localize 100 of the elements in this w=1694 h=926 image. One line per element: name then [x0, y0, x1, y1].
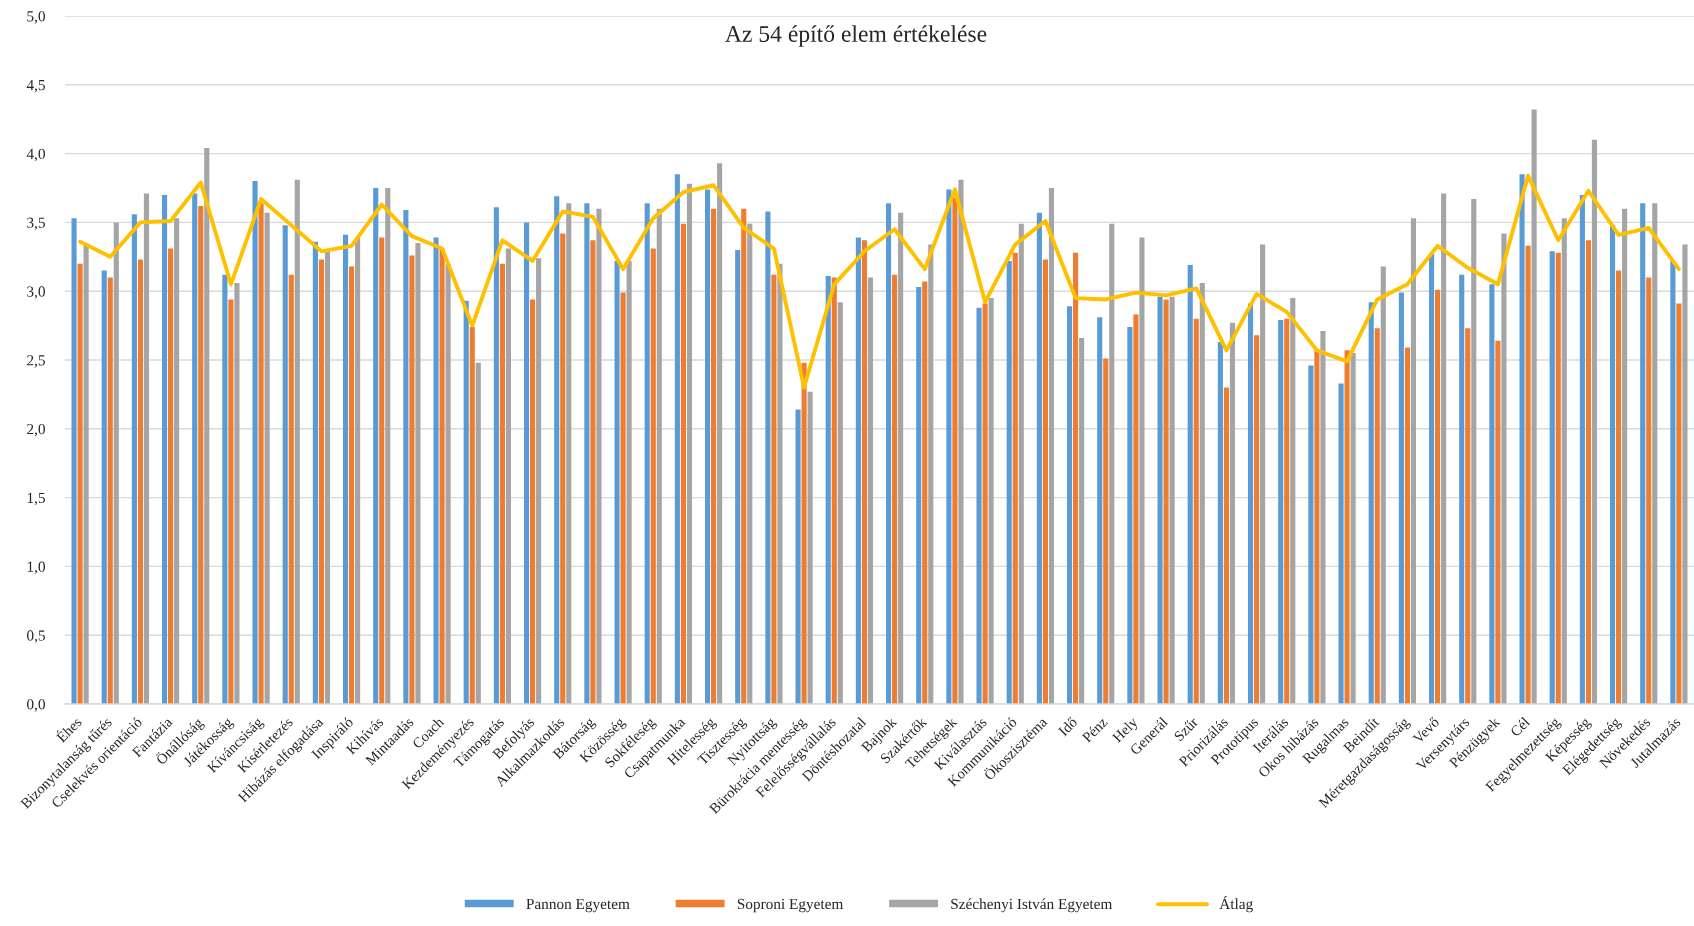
- y-tick-label: 1,5: [27, 492, 45, 506]
- bar: [1459, 274, 1465, 704]
- bar: [982, 303, 988, 704]
- bar: [976, 307, 982, 704]
- bar: [656, 208, 662, 704]
- bar: [1616, 270, 1622, 704]
- bar: [1066, 306, 1073, 704]
- bar: [958, 179, 964, 704]
- bar: [747, 223, 753, 704]
- bar: [1489, 284, 1495, 704]
- bar: [324, 251, 331, 704]
- bar: [717, 163, 723, 704]
- bar: [1109, 223, 1115, 704]
- bar: [1079, 337, 1085, 704]
- bar: [318, 259, 324, 704]
- bar: [113, 222, 119, 704]
- bar: [463, 300, 469, 704]
- bar: [1127, 326, 1133, 704]
- bar: [342, 234, 349, 704]
- bar: [620, 292, 626, 704]
- legend-label: Átlag: [1219, 895, 1253, 913]
- legend-label: Soproni Egyetem: [737, 898, 844, 913]
- bar: [505, 248, 512, 704]
- bar: [825, 276, 831, 704]
- bar: [1682, 244, 1688, 704]
- bar: [143, 193, 150, 704]
- bar: [1223, 387, 1229, 704]
- bar: [373, 188, 379, 704]
- bar: [1501, 233, 1507, 704]
- bar: [499, 263, 505, 704]
- bar: [1579, 194, 1585, 704]
- bar: [523, 222, 530, 704]
- bar: [566, 203, 572, 704]
- bar: [686, 183, 693, 704]
- bar: [916, 287, 922, 704]
- bar: [439, 248, 445, 704]
- bar: [530, 299, 536, 704]
- bar: [1308, 365, 1314, 704]
- bar: [433, 237, 439, 704]
- bar: [1338, 383, 1344, 704]
- bar: [107, 277, 113, 704]
- bar: [584, 203, 590, 704]
- legend-label: Pannon Egyetem: [526, 898, 630, 913]
- bar: [137, 259, 143, 704]
- bar: [650, 248, 656, 704]
- bar: [198, 205, 204, 704]
- y-tick-label: 2,5: [27, 355, 45, 368]
- bar: [1018, 223, 1024, 704]
- bar: [898, 212, 904, 704]
- bar: [174, 218, 180, 704]
- bar: [674, 174, 680, 704]
- bar: [1073, 252, 1079, 704]
- y-tick-label: 3,0: [27, 286, 45, 299]
- bar: [1441, 193, 1447, 704]
- bar: [294, 179, 300, 704]
- y-tick-label: 3,5: [27, 217, 45, 231]
- bar: [837, 302, 843, 704]
- bar: [892, 274, 898, 704]
- bar: [192, 193, 198, 704]
- bar: [1012, 252, 1018, 704]
- bar: [1042, 259, 1048, 704]
- bar: [222, 274, 228, 704]
- bar: [1652, 203, 1658, 704]
- bar: [1471, 199, 1477, 704]
- bar: [1169, 296, 1175, 704]
- bar: [77, 263, 83, 704]
- bar: [204, 148, 210, 704]
- y-tick-label: 4,0: [26, 148, 45, 162]
- bar: [312, 241, 318, 704]
- bar: [1495, 340, 1501, 704]
- x-tick-label: Éhes: [53, 714, 83, 743]
- y-tick-label: 2,0: [27, 423, 45, 437]
- bar: [83, 245, 89, 704]
- bar: [867, 277, 874, 704]
- bar: [1229, 322, 1236, 704]
- bar: [680, 223, 686, 704]
- bar: [288, 274, 294, 704]
- line-series: [78, 173, 1681, 390]
- bar: [355, 237, 361, 704]
- bar: [1435, 289, 1441, 704]
- bar: [560, 233, 566, 704]
- bar: [1404, 347, 1410, 704]
- bar: [1344, 350, 1350, 704]
- bar: [1531, 109, 1537, 704]
- bar: [1199, 282, 1205, 704]
- y-tick-label: 1,0: [27, 561, 45, 575]
- bar: [1133, 314, 1139, 704]
- bar: [1676, 303, 1682, 704]
- bar: [1278, 320, 1284, 704]
- bar: [1609, 225, 1616, 704]
- bar: [234, 282, 240, 704]
- bar: [861, 240, 867, 704]
- bar: [1260, 244, 1266, 704]
- bar: [1217, 342, 1223, 704]
- y-tick-label: 5,0: [27, 11, 45, 24]
- bar: [1187, 265, 1193, 704]
- bar: [771, 274, 777, 704]
- y-tick-label: 4,5: [26, 80, 45, 93]
- bar: [101, 270, 107, 704]
- bar: [1465, 328, 1471, 704]
